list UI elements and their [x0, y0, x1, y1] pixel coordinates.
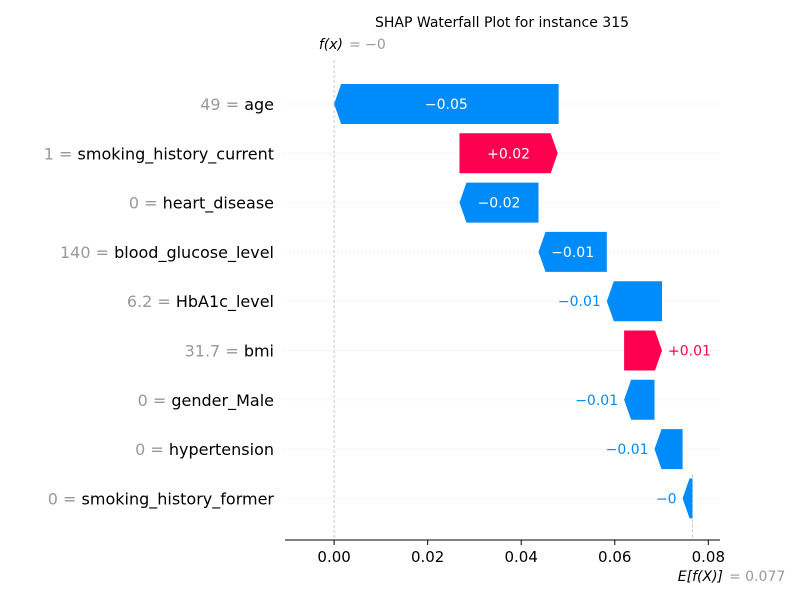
feature-value: 1 =	[44, 144, 78, 163]
feature-label: 49 = age	[200, 95, 274, 114]
fx-symbol: f(x)	[319, 37, 343, 53]
feature-name: hypertension	[169, 440, 274, 459]
expected-value: = 0.077	[729, 569, 785, 585]
feature-label: 0 = hypertension	[135, 440, 274, 459]
feature-name: heart_disease	[163, 194, 274, 214]
feature-name: HbA1c_level	[176, 292, 274, 312]
feature-name: smoking_history_current	[78, 144, 274, 164]
feature-label: 0 = smoking_history_former	[48, 489, 275, 509]
shap-bar	[334, 84, 559, 124]
x-tick-label: 0.06	[598, 548, 631, 566]
shap-value-label: −0.05	[425, 97, 468, 113]
shap-value-label: −0.02	[478, 196, 521, 212]
shap-value-label: −0.01	[575, 393, 618, 409]
x-tick-label: 0.00	[317, 548, 350, 566]
feature-value: 0 =	[138, 391, 172, 410]
feature-value: 0 =	[129, 194, 163, 213]
feature-name: gender_Male	[171, 391, 274, 411]
x-axis: 0.00 0.02 0.04 0.06 0.08	[285, 539, 725, 566]
shap-bar	[538, 231, 607, 272]
shap-value-label: −0.01	[551, 245, 594, 261]
feature-label: 6.2 = HbA1c_level	[127, 292, 274, 312]
shap-bar	[459, 182, 539, 223]
x-tick-label: 0.04	[505, 548, 538, 566]
fx-value: = −0	[349, 37, 386, 53]
shap-bar	[606, 281, 662, 322]
fx-label: f(x) = −0	[319, 37, 386, 53]
feature-value: 0 =	[48, 489, 82, 508]
feature-name: bmi	[244, 342, 274, 361]
feature-name: smoking_history_former	[82, 489, 275, 509]
feature-value: 0 =	[135, 440, 169, 459]
x-tick-label: 0.02	[411, 548, 444, 566]
feature-name: blood_glucose_level	[114, 243, 274, 263]
shap-value-label: +0.01	[668, 344, 711, 360]
bars	[334, 84, 693, 519]
chart-title: SHAP Waterfall Plot for instance 315	[375, 15, 629, 31]
feature-label: 0 = gender_Male	[138, 391, 274, 411]
feature-label: 31.7 = bmi	[185, 342, 274, 361]
x-tick-label: 0.08	[692, 548, 725, 566]
shap-value-label: −0	[656, 491, 677, 507]
feature-label: 0 = heart_disease	[129, 194, 274, 214]
feature-value: 140 =	[60, 243, 114, 262]
feature-labels: −0.05 49 = age +0.02 1 = smoking_history_cu…	[44, 95, 711, 509]
feature-label: 1 = smoking_history_current	[44, 144, 274, 164]
expected-value-label: E[f(X)] = 0.077	[678, 569, 785, 585]
shap-bar	[459, 133, 558, 174]
feature-value: 49 =	[200, 95, 244, 114]
feature-label: 140 = blood_glucose_level	[60, 243, 274, 263]
feature-value: 31.7 =	[185, 342, 244, 361]
shap-bar	[624, 379, 655, 420]
shap-value-label: −0.01	[558, 294, 601, 310]
shap-bar	[624, 330, 662, 371]
shap-value-label: −0.01	[606, 442, 649, 458]
shap-bar	[654, 429, 683, 470]
shap-bar	[682, 478, 693, 519]
shap-value-label: +0.02	[487, 146, 530, 162]
feature-value: 6.2 =	[127, 292, 176, 311]
expected-symbol: E[f(X)]	[678, 569, 723, 585]
feature-name: age	[244, 95, 274, 114]
